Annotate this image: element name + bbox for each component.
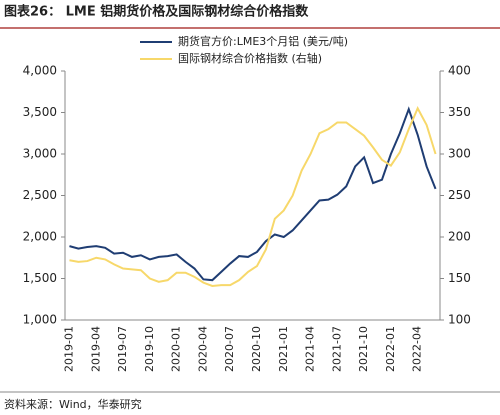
y-tick-label: 4,000 [23, 64, 57, 78]
x-tick-label: 2021-10 [357, 326, 370, 372]
y-tick-label: 1,000 [23, 313, 57, 327]
x-tick-label: 2021-04 [304, 326, 317, 372]
x-tick-label: 2019-04 [89, 326, 102, 372]
x-tick-label: 2020-10 [250, 326, 263, 372]
series-line [69, 106, 437, 282]
y2-tick-label: 300 [448, 147, 471, 161]
x-tick-label: 2020-07 [223, 326, 236, 372]
source-note: 资料来源：Wind，华泰研究 [4, 397, 142, 411]
y-tick-label: 3,000 [23, 147, 57, 161]
y2-tick-label: 250 [448, 188, 471, 202]
y2-tick-label: 150 [448, 271, 471, 285]
x-tick-label: 2019-01 [62, 326, 75, 372]
y2-tick-label: 100 [448, 313, 471, 327]
legend-label: 国际钢材综合价格指数 (右轴) [178, 51, 322, 65]
x-tick-label: 2019-10 [143, 326, 156, 372]
x-tick-label: 2020-01 [170, 326, 183, 372]
x-tick-label: 2021-07 [330, 326, 343, 372]
y2-tick-label: 200 [448, 230, 471, 244]
x-tick-label: 2020-04 [196, 326, 209, 372]
y2-tick-label: 350 [448, 105, 471, 119]
x-tick-label: 2019-07 [116, 326, 129, 372]
y-tick-label: 3,500 [23, 105, 57, 119]
x-tick-label: 2022-01 [384, 326, 397, 372]
y-tick-label: 2,000 [23, 230, 57, 244]
series-line [69, 106, 437, 287]
y-tick-label: 1,500 [23, 271, 57, 285]
x-tick-label: 2022-04 [411, 326, 424, 372]
chart-title: 图表26： LME 铝期货价格及国际钢材综合价格指数 [4, 4, 309, 20]
y2-tick-label: 400 [448, 64, 471, 78]
x-tick-label: 2021-01 [277, 326, 290, 372]
y-tick-label: 2,500 [23, 188, 57, 202]
legend-label: 期货官方价:LME3个月铝 (美元/吨) [178, 34, 348, 48]
